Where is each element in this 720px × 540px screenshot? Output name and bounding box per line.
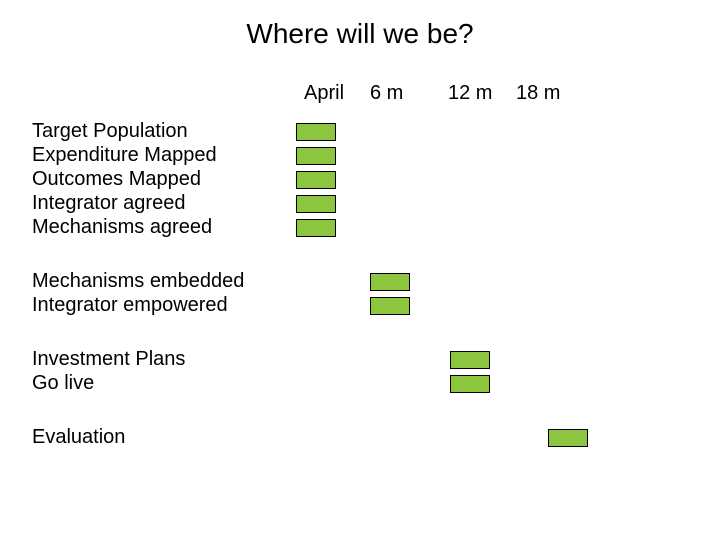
timeline-box <box>370 273 410 291</box>
column-header: 6 m <box>370 82 403 105</box>
timeline-box <box>450 375 490 393</box>
row-label: Integrator empowered <box>32 294 228 317</box>
timeline-box <box>296 147 336 165</box>
row-label: Go live <box>32 372 94 395</box>
column-header: 12 m <box>448 82 492 105</box>
timeline-box <box>296 171 336 189</box>
column-header: 18 m <box>516 82 560 105</box>
row-label: Outcomes Mapped <box>32 168 201 191</box>
row-label: Evaluation <box>32 426 125 449</box>
timeline-box <box>370 297 410 315</box>
row-label: Target Population <box>32 120 188 143</box>
row-label: Mechanisms embedded <box>32 270 244 293</box>
row-label: Expenditure Mapped <box>32 144 217 167</box>
page-title: Where will we be? <box>0 18 720 50</box>
row-label: Integrator agreed <box>32 192 185 215</box>
row-label: Investment Plans <box>32 348 185 371</box>
timeline-box <box>450 351 490 369</box>
row-label: Mechanisms agreed <box>32 216 212 239</box>
timeline-box <box>548 429 588 447</box>
timeline-box <box>296 219 336 237</box>
timeline-box <box>296 123 336 141</box>
column-header: April <box>304 82 344 105</box>
timeline-box <box>296 195 336 213</box>
